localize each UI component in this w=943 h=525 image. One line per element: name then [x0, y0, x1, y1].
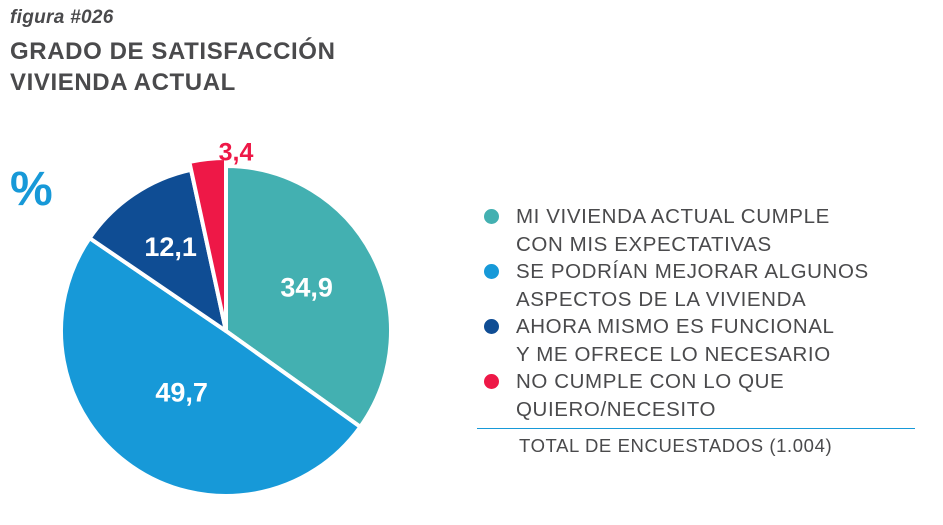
total-respondents: TOTAL DE ENCUESTADOS (1.004) — [519, 435, 833, 456]
chart-title-line-2: VIVIENDA ACTUAL — [10, 69, 236, 96]
legend-label-line: MI VIVIENDA ACTUAL CUMPLE — [516, 205, 830, 228]
pie-slice — [224, 164, 393, 429]
legend-item: MI VIVIENDA ACTUAL CUMPLE CON MIS EXPECT… — [484, 203, 869, 258]
legend-label-line: QUIERO/NECESITO — [516, 397, 716, 421]
pie-slice-labels: 34,9 49,7 12,1 3,4 — [144, 139, 333, 408]
figure-label: figura #026 — [10, 7, 114, 28]
unit-label: % — [10, 163, 53, 216]
pie-slice — [87, 167, 228, 333]
legend-swatch — [484, 209, 499, 224]
divider-line — [477, 428, 915, 429]
pie-slice-label: 49,7 — [155, 378, 208, 408]
legend-label-line: SE PODRÍAN MEJORAR ALGUNOS — [516, 260, 869, 283]
pie-slice-label: 34,9 — [280, 273, 333, 303]
legend-label-line: Y ME OFRECE LO NECESARIO — [516, 342, 831, 366]
pie-slice-label: 3,4 — [219, 139, 254, 167]
legend-label-line: CON MIS EXPECTATIVAS — [516, 232, 772, 256]
legend-swatch — [484, 374, 499, 389]
legend: MI VIVIENDA ACTUAL CUMPLE CON MIS EXPECT… — [484, 203, 869, 423]
legend-item: SE PODRÍAN MEJORAR ALGUNOS ASPECTOS DE L… — [484, 258, 869, 313]
pie-slice — [187, 156, 228, 333]
legend-item: AHORA MISMO ES FUNCIONAL Y ME OFRECE LO … — [484, 313, 869, 368]
legend-swatch — [484, 319, 499, 334]
pie-slices — [59, 156, 393, 498]
legend-item: NO CUMPLE CON LO QUE QUIERO/NECESITO — [484, 368, 869, 423]
chart-title-line-1: GRADO DE SATISFACCIÓN — [10, 38, 336, 65]
pie-slice — [59, 236, 363, 498]
legend-label-line: ASPECTOS DE LA VIVIENDA — [516, 287, 807, 311]
legend-label-line: NO CUMPLE CON LO QUE — [516, 370, 785, 393]
legend-swatch — [484, 264, 499, 279]
legend-label-line: AHORA MISMO ES FUNCIONAL — [516, 315, 835, 338]
pie-slice-label: 12,1 — [144, 232, 197, 262]
chart-title: GRADO DE SATISFACCIÓN VIVIENDA ACTUAL — [10, 36, 336, 98]
